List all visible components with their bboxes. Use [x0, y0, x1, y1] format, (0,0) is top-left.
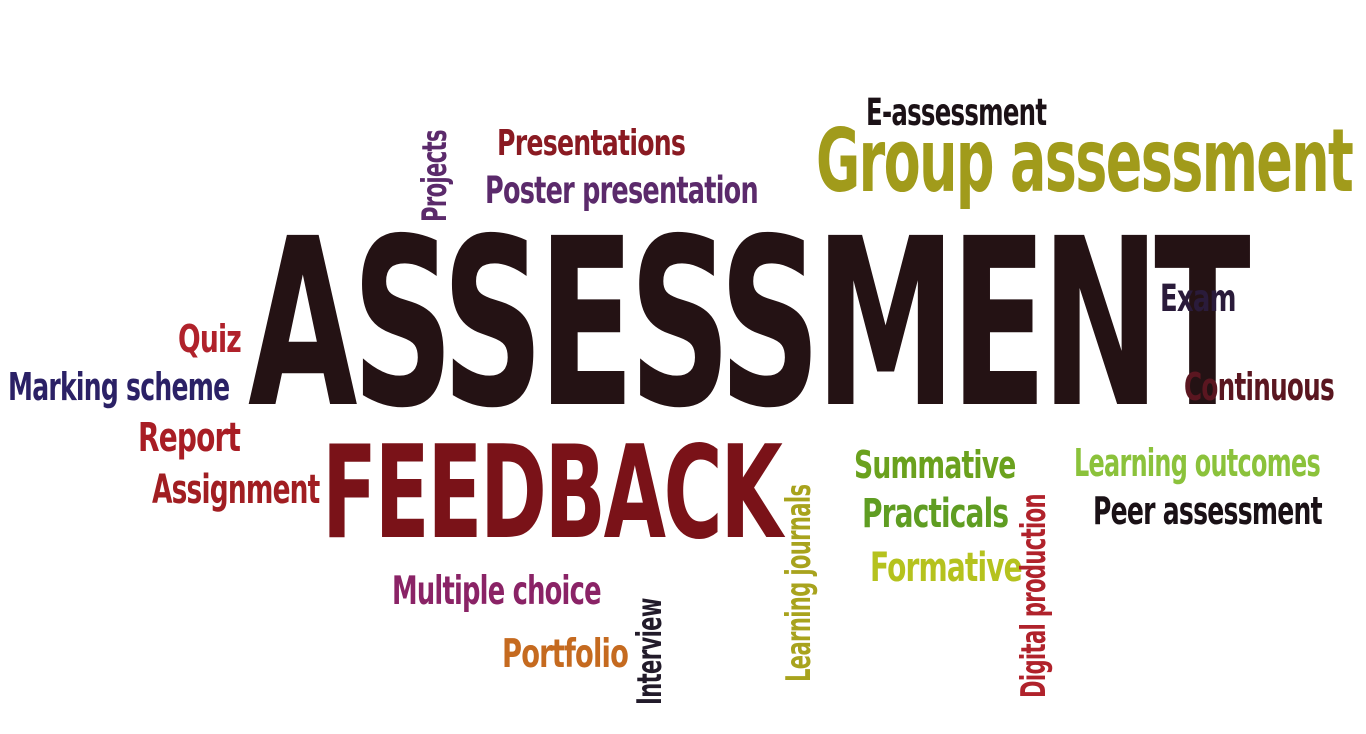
word-report: Report: [138, 415, 241, 461]
word-interview: Interview: [630, 598, 670, 705]
word-learning-journals: Learning journals: [779, 484, 819, 682]
word-poster-presentation: Poster presentation: [485, 169, 759, 212]
word-assignment: Assignment: [152, 467, 320, 513]
word-exam: Exam: [1160, 277, 1237, 320]
word-continuous: Continuous: [1184, 365, 1335, 409]
word-practicals: Practicals: [862, 491, 1009, 537]
word-assessment: ASSESSMENT: [248, 189, 1251, 459]
word-summative: Summative: [854, 443, 1016, 487]
word-e-assessment: E-assessment: [866, 91, 1047, 134]
word-portfolio: Portfolio: [502, 632, 629, 677]
word-feedback: FEEDBACK: [322, 419, 783, 568]
word-marking-scheme: Marking scheme: [8, 365, 230, 409]
word-multiple-choice: Multiple choice: [392, 569, 602, 614]
word-quiz: Quiz: [178, 317, 242, 361]
word-learning-outcomes: Learning outcomes: [1074, 441, 1321, 485]
word-formative: Formative: [870, 545, 1023, 591]
word-group-assessment: Group assessment: [816, 110, 1354, 212]
word-digital-production: Digital production: [1014, 494, 1054, 698]
word-peer-assessment: Peer assessment: [1093, 489, 1323, 533]
word-presentations: Presentations: [497, 123, 686, 164]
